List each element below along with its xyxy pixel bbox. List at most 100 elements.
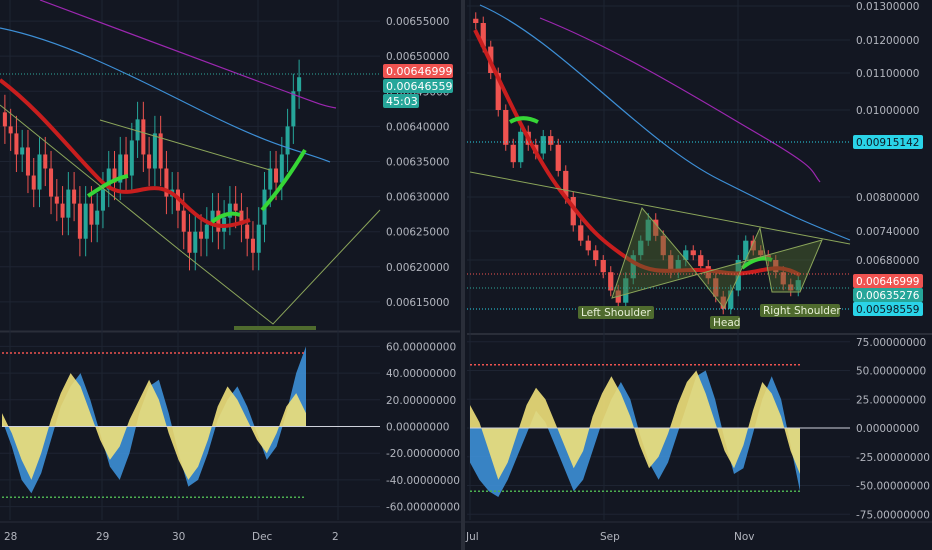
osc-y-tick: -40.00000000 <box>386 475 460 487</box>
left-candle <box>239 210 244 225</box>
left-candle <box>216 210 221 232</box>
osc-y-tick: 75.00000000 <box>856 337 926 349</box>
right-x-tick: Jul <box>465 531 479 543</box>
left-candle <box>268 168 273 190</box>
right-candle <box>510 144 516 163</box>
right-candle <box>758 250 764 256</box>
osc-y-tick: 50.00000000 <box>856 366 926 378</box>
right-price-tag: 0.00915142 <box>856 137 919 149</box>
left-candle <box>233 203 238 211</box>
right-price-tag-bg <box>853 302 923 316</box>
left-ema-green-2 <box>210 211 241 224</box>
left-price-tag-bg <box>383 79 453 93</box>
right-candle <box>713 278 719 297</box>
left-ema-red <box>0 78 251 228</box>
right-price-y-tick: 0.00740000 <box>856 226 919 238</box>
left-candle <box>77 203 82 239</box>
left-candle <box>274 168 279 183</box>
right-candle <box>795 280 801 291</box>
left-target-bar <box>234 326 316 330</box>
right-ma-blue <box>479 4 851 241</box>
left-price-y-tick: 0.00635000 <box>386 156 449 168</box>
right-price-y-tick: 0.01200000 <box>856 35 919 47</box>
osc-y-tick: 20.00000000 <box>386 395 456 407</box>
right-candle <box>645 219 651 241</box>
right-candle <box>750 240 756 251</box>
left-candle <box>141 119 146 155</box>
left-candle <box>8 126 13 134</box>
right-price-y-tick: 0.00680000 <box>856 255 919 267</box>
left-candle <box>250 238 255 253</box>
left-candle <box>285 126 290 155</box>
osc-y-tick: 0.00000000 <box>856 423 919 435</box>
right-candle <box>675 260 681 273</box>
left-candle <box>43 154 48 169</box>
right-candle <box>698 255 704 267</box>
left-candle <box>118 154 123 183</box>
left-candle <box>2 112 7 127</box>
left-price-y-tick: 0.00655000 <box>386 16 449 28</box>
osc-y-tick: 40.00000000 <box>386 368 456 380</box>
left-candle <box>297 77 302 92</box>
right-price-tag: 0.00646999 <box>856 276 919 288</box>
right-candle <box>728 290 734 309</box>
left-price-y-tick: 0.00640000 <box>386 121 449 133</box>
right-candle <box>773 260 779 273</box>
left-v-projection <box>181 209 381 325</box>
right-candle <box>503 110 509 145</box>
osc-y-tick: 25.00000000 <box>856 394 926 406</box>
right-candle <box>660 235 666 256</box>
left-candle <box>181 210 186 232</box>
left-price-y-tick: 0.00625000 <box>386 227 449 239</box>
left-candle <box>112 168 117 183</box>
left-candle <box>54 196 59 204</box>
left-candle <box>124 154 129 176</box>
left-candle <box>95 210 100 225</box>
left-candle <box>279 154 284 183</box>
right-candle <box>548 136 554 145</box>
right-candle <box>555 144 561 171</box>
left-price-y-tick: 0.00630000 <box>386 192 449 204</box>
right-candle <box>495 73 501 110</box>
left-candle <box>129 140 134 176</box>
left-x-tick: Dec <box>252 531 273 543</box>
left-candle <box>164 168 169 197</box>
right-candle <box>780 272 786 285</box>
left-ma-blue <box>0 27 331 163</box>
right-candle <box>585 240 591 251</box>
left-candle <box>100 189 105 211</box>
left-price-y-tick: 0.00650000 <box>386 51 449 63</box>
left-price-tag-bg <box>383 64 453 78</box>
left-x-tick: 28 <box>4 531 17 543</box>
left-candle <box>83 203 88 239</box>
right-candle <box>608 272 614 291</box>
right-candle <box>743 240 749 260</box>
left-ma-purple <box>39 0 337 109</box>
left-wedge-lines <box>0 104 271 253</box>
left-candle <box>31 175 36 190</box>
left-candle <box>14 133 19 155</box>
left-candle <box>49 168 54 197</box>
right-candle <box>600 260 606 273</box>
right-x-tick: Nov <box>734 531 755 543</box>
left-ema-green-3 <box>260 148 307 212</box>
hs-label-bg <box>578 306 654 319</box>
axes: 0.00615000 0.00620000 0.00625000 0.00630000… <box>4 1 930 543</box>
right-ema-green-1 <box>508 116 539 124</box>
left-candle <box>152 133 157 169</box>
right-candle <box>480 23 486 47</box>
left-candle <box>37 154 42 190</box>
left-candle <box>89 203 94 225</box>
right-ema-red <box>473 29 801 277</box>
right-price-y-tick: 0.01100000 <box>856 68 919 80</box>
right-candle <box>668 255 674 273</box>
left-candle <box>158 133 163 169</box>
right-candle <box>690 250 696 256</box>
left-ema-green-1 <box>86 174 129 198</box>
osc-y-tick: 60.00000000 <box>386 341 456 353</box>
left-price-tag: 0.00646559 <box>386 80 452 93</box>
left-x-tick: 2 <box>332 531 339 543</box>
left-price-tag-bg <box>383 94 419 108</box>
right-candle <box>473 18 479 23</box>
